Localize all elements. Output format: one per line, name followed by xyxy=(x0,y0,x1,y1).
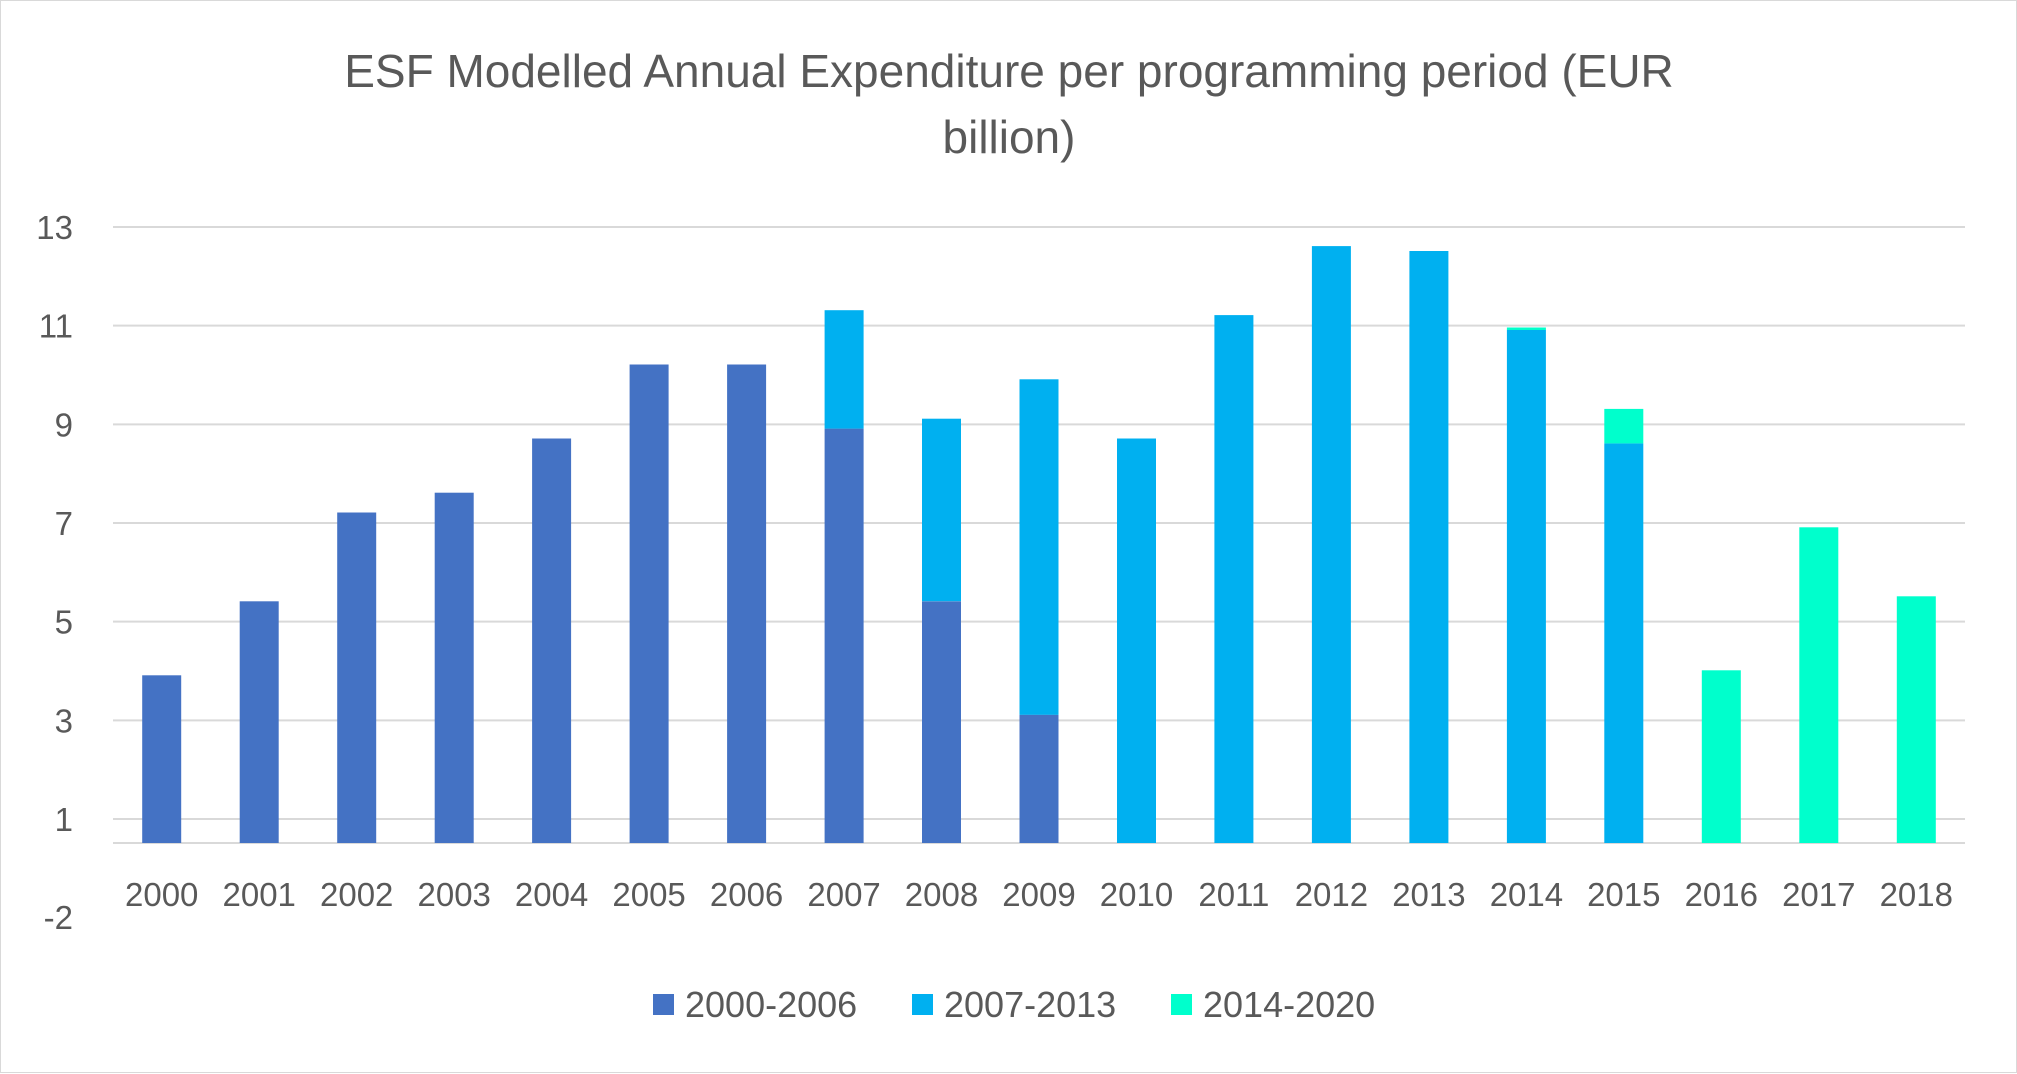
bar-2004-2000-2006 xyxy=(532,438,572,843)
x-tick-label: 2001 xyxy=(222,876,295,913)
legend-label: 2000-2006 xyxy=(685,984,857,1025)
x-tick-label: 2010 xyxy=(1100,876,1173,913)
x-tick-label: 2003 xyxy=(417,876,490,913)
x-tick-label: 2016 xyxy=(1685,876,1758,913)
y-tick-label: 13 xyxy=(36,209,73,246)
x-tick-label: 2015 xyxy=(1587,876,1660,913)
x-tick-label: 2017 xyxy=(1782,876,1855,913)
x-axis-ticks: 2000 2001 2002 2003 2004 2005 2006 2007 2008 2009… xyxy=(125,876,1953,913)
y-tick-label: -2 xyxy=(44,899,73,936)
bar-2005-2000-2006 xyxy=(629,364,669,843)
x-tick-label: 2004 xyxy=(515,876,588,913)
y-tick-label: 7 xyxy=(55,505,73,542)
chart-title-line-1: ESF Modelled Annual Expenditure per prog… xyxy=(344,45,1674,97)
legend-label: 2007-2013 xyxy=(944,984,1116,1025)
bar-2009-2000-2006 xyxy=(1019,714,1059,843)
x-tick-label: 2018 xyxy=(1880,876,1953,913)
x-tick-label: 2000 xyxy=(125,876,198,913)
chart-title-line-2: billion) xyxy=(943,111,1076,163)
x-tick-label: 2002 xyxy=(320,876,393,913)
x-tick-label: 2014 xyxy=(1490,876,1563,913)
bar-2015-2007-2013 xyxy=(1604,443,1644,843)
bar-2007-2007-2013 xyxy=(824,310,864,429)
bar-2011-2007-2013 xyxy=(1214,315,1254,844)
legend-swatch-2000-2006 xyxy=(653,994,674,1015)
bar-2007-2000-2006 xyxy=(824,428,864,843)
bar-2012-2007-2013 xyxy=(1311,246,1351,844)
bar-2018-2014-2020 xyxy=(1896,596,1936,843)
bar-2009-2007-2013 xyxy=(1019,379,1059,715)
bar-2000-2000-2006 xyxy=(142,675,182,843)
x-tick-label: 2008 xyxy=(905,876,978,913)
legend-swatch-2014-2020 xyxy=(1171,994,1192,1015)
bar-2002-2000-2006 xyxy=(337,512,377,843)
bar-2010-2007-2013 xyxy=(1117,438,1156,843)
y-tick-label: 3 xyxy=(55,702,73,739)
x-tick-label: 2012 xyxy=(1295,876,1368,913)
y-axis-ticks: 13 11 9 7 5 3 1 -2 xyxy=(36,209,73,936)
bars xyxy=(142,246,1936,844)
bar-2014-2014-2020 xyxy=(1506,327,1546,330)
bar-2001-2000-2006 xyxy=(239,601,279,843)
x-tick-label: 2011 xyxy=(1198,876,1269,913)
legend-swatch-2007-2013 xyxy=(912,994,933,1015)
x-tick-label: 2005 xyxy=(612,876,685,913)
y-tick-label: 1 xyxy=(55,801,73,838)
y-tick-label: 9 xyxy=(55,406,73,443)
bar-2013-2007-2013 xyxy=(1409,251,1449,843)
legend-label: 2014-2020 xyxy=(1203,984,1375,1025)
y-tick-label: 11 xyxy=(39,308,73,345)
x-tick-label: 2013 xyxy=(1392,876,1465,913)
bar-2016-2014-2020 xyxy=(1701,670,1741,843)
bar-2008-2000-2006 xyxy=(922,601,961,843)
x-tick-label: 2006 xyxy=(710,876,783,913)
bar-2017-2014-2020 xyxy=(1799,527,1839,843)
bar-2003-2000-2006 xyxy=(434,492,474,843)
x-tick-label: 2009 xyxy=(1002,876,1075,913)
y-tick-label: 5 xyxy=(55,604,73,641)
x-tick-label: 2007 xyxy=(807,876,880,913)
legend: 2000-2006 2007-2013 2014-2020 xyxy=(653,984,1375,1025)
bar-2006-2000-2006 xyxy=(727,364,767,843)
bar-2015-2014-2020 xyxy=(1604,408,1644,444)
bar-2008-2007-2013 xyxy=(922,418,961,602)
bar-2014-2007-2013 xyxy=(1506,329,1546,843)
